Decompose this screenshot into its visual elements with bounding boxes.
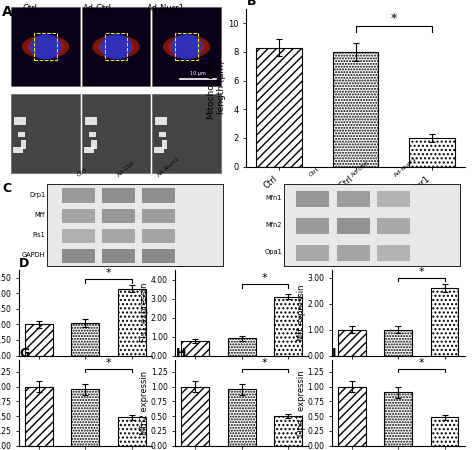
Bar (13, 147, 23, 153)
Text: F: F (332, 257, 340, 270)
Text: G: G (19, 347, 29, 360)
Circle shape (171, 34, 202, 59)
Text: *: * (419, 267, 424, 277)
Text: Ad-Nurr1: Ad-Nurr1 (147, 4, 185, 13)
Bar (162, 140, 167, 149)
Y-axis label: Mfn2 expressin: Mfn2 expressin (140, 371, 149, 435)
Text: *: * (262, 273, 268, 283)
Ellipse shape (163, 35, 210, 58)
Text: Ctrl: Ctrl (308, 166, 320, 178)
Bar (256, 48, 302, 166)
Bar (85, 117, 97, 125)
Bar (155, 117, 167, 125)
Text: *: * (106, 268, 111, 278)
Bar (82, 7, 150, 86)
Bar (155, 147, 164, 153)
Bar (153, 94, 221, 173)
Text: H: H (175, 347, 186, 360)
Text: Drp1: Drp1 (29, 192, 45, 198)
Bar (431, 417, 458, 446)
Bar (338, 387, 365, 446)
Text: C: C (2, 182, 11, 195)
Text: Mfn2: Mfn2 (265, 222, 282, 228)
Bar (118, 417, 146, 446)
Text: Opa1: Opa1 (264, 249, 282, 255)
Bar (274, 416, 302, 446)
Bar (118, 288, 146, 356)
Y-axis label: Fis1 expressin: Fis1 expressin (140, 283, 149, 342)
Bar (11, 94, 80, 173)
Bar (274, 297, 302, 356)
Text: Ad-Ctrl: Ad-Ctrl (351, 160, 371, 178)
Text: Ctrl: Ctrl (76, 166, 88, 178)
Text: E: E (175, 257, 184, 270)
Bar (18, 132, 25, 137)
Text: GAPDH: GAPDH (21, 252, 45, 258)
Text: Ad-Ctrl: Ad-Ctrl (116, 160, 136, 178)
Bar (333, 52, 378, 166)
Bar (159, 132, 166, 137)
Bar (182, 341, 209, 356)
Bar (91, 140, 97, 149)
Text: B: B (246, 0, 256, 8)
Text: Mff: Mff (35, 212, 45, 218)
Bar (84, 147, 93, 153)
Text: *: * (391, 12, 397, 25)
Circle shape (100, 34, 132, 59)
Circle shape (29, 34, 62, 59)
Bar (14, 117, 27, 125)
Text: Fis1: Fis1 (32, 232, 45, 238)
Bar (228, 338, 255, 356)
Ellipse shape (168, 38, 205, 56)
Text: I: I (332, 347, 336, 360)
Bar (25, 324, 53, 356)
Bar (11, 7, 80, 86)
Bar (72, 390, 99, 446)
Bar (175, 33, 198, 60)
Bar (89, 132, 96, 137)
Bar (409, 138, 455, 166)
Bar (21, 140, 27, 149)
Bar (182, 387, 209, 446)
Text: *: * (262, 358, 268, 368)
Bar (82, 94, 150, 173)
Bar (105, 33, 128, 60)
Text: *: * (106, 358, 111, 368)
Ellipse shape (98, 38, 134, 56)
Text: Mfn1: Mfn1 (265, 195, 282, 201)
Text: D: D (19, 257, 29, 270)
Y-axis label: Mff expressin: Mff expressin (297, 284, 306, 341)
Text: Ad-Nurr1: Ad-Nurr1 (156, 156, 181, 178)
Bar (34, 33, 57, 60)
Bar (153, 7, 221, 86)
Ellipse shape (22, 35, 69, 58)
Bar (384, 392, 412, 446)
Text: *: * (419, 358, 424, 368)
Text: Ctrl: Ctrl (22, 4, 37, 13)
Bar (431, 288, 458, 356)
Text: Ad-Nurr1: Ad-Nurr1 (393, 156, 418, 178)
Text: 10 μm: 10 μm (190, 71, 206, 76)
Bar (384, 329, 412, 356)
Bar (338, 329, 365, 356)
Ellipse shape (92, 35, 140, 58)
Text: Ad-Ctrl: Ad-Ctrl (83, 4, 112, 13)
Text: A: A (2, 4, 13, 18)
Y-axis label: Mitochondrial
length (μm): Mitochondrial length (μm) (206, 57, 226, 119)
Bar (25, 387, 53, 446)
Y-axis label: Opa1 expressin: Opa1 expressin (297, 370, 306, 436)
Ellipse shape (27, 38, 64, 56)
Bar (72, 323, 99, 356)
Bar (228, 390, 255, 446)
